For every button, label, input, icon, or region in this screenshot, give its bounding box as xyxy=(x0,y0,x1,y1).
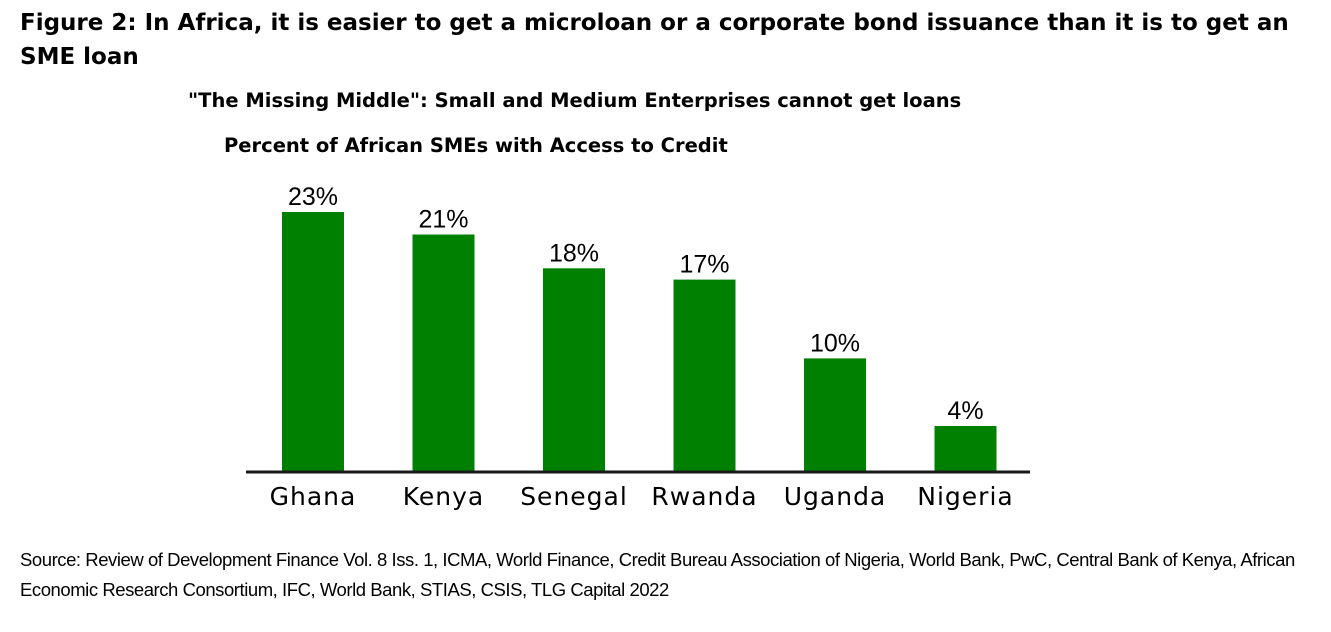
bar-uganda xyxy=(804,358,866,471)
x-tick-label-nigeria: Nigeria xyxy=(917,482,1013,511)
data-label-nigeria: 4% xyxy=(947,397,983,425)
data-label-uganda: 10% xyxy=(810,329,860,357)
x-tick-label-ghana: Ghana xyxy=(270,482,357,511)
data-label-senegal: 18% xyxy=(549,239,599,267)
bar-kenya xyxy=(412,234,475,471)
bar-rwanda xyxy=(673,279,736,471)
bar-nigeria xyxy=(934,426,997,471)
x-tick-label-uganda: Uganda xyxy=(784,482,887,511)
x-tick-label-senegal: Senegal xyxy=(520,482,628,511)
data-label-ghana: 23% xyxy=(288,183,338,211)
data-label-rwanda: 17% xyxy=(679,251,729,279)
source-note: Source: Review of Development Finance Vo… xyxy=(20,549,1295,600)
x-tick-label-kenya: Kenya xyxy=(403,482,485,511)
bar-chart: 23% Ghana 21% Kenya 18% Senegal 17% Rwanda 10% Ug… xyxy=(246,183,1030,511)
x-tick-label-rwanda: Rwanda xyxy=(651,482,757,511)
bar-senegal xyxy=(543,268,605,471)
figure-title: Figure 2: In Africa, it is easier to get… xyxy=(20,10,1289,70)
data-label-kenya: 21% xyxy=(418,206,468,234)
chart-subtitle: "The Missing Middle": Small and Medium E… xyxy=(188,89,962,112)
chart-title: Percent of African SMEs with Access to C… xyxy=(224,134,728,157)
bar-ghana xyxy=(282,212,344,471)
